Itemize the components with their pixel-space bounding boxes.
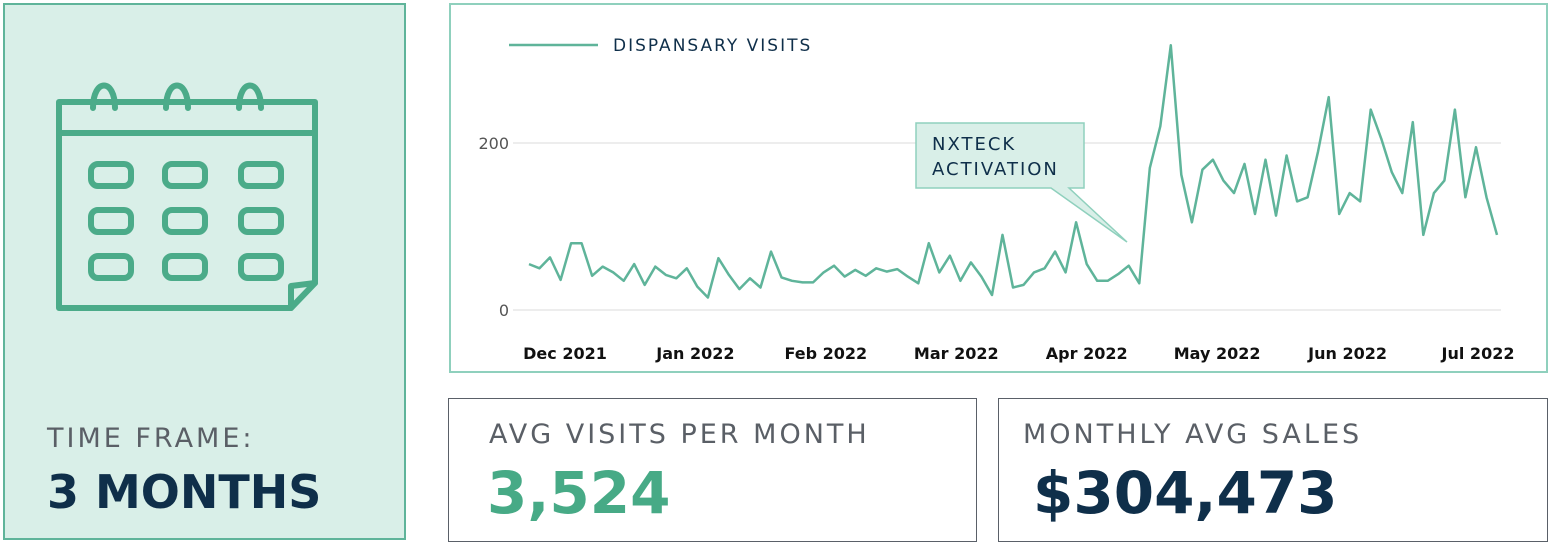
visits-chart: 0 200 Dec 2021 Jan 2022 Feb 2022 Mar 2022 Apr… xyxy=(449,3,1548,373)
x-tick-label: Jul 2022 xyxy=(1441,344,1515,363)
x-tick-label: Jan 2022 xyxy=(655,344,734,363)
legend-label: DISPANSARY VISITS xyxy=(613,36,812,56)
legend: DISPANSARY VISITS xyxy=(509,36,812,56)
x-tick-label: Apr 2022 xyxy=(1046,344,1128,363)
x-tick-label: Mar 2022 xyxy=(914,344,999,363)
annotation-line2: ACTIVATION xyxy=(932,159,1059,180)
annotation-line1: NXTECK xyxy=(932,134,1016,155)
x-tick-label: May 2022 xyxy=(1174,344,1261,363)
timeframe-label: TIME FRAME: xyxy=(47,423,255,454)
timeframe-panel: TIME FRAME: 3 MONTHS xyxy=(3,3,406,540)
x-tick-label: Feb 2022 xyxy=(785,344,868,363)
x-tick-label: Dec 2021 xyxy=(523,344,607,363)
annotation-callout: NXTECK ACTIVATION xyxy=(915,122,1128,243)
monthly-sales-card: MONTHLY AVG SALES $304,473 xyxy=(998,398,1548,542)
avg-visits-label: AVG VISITS PER MONTH xyxy=(489,419,870,450)
avg-visits-card: AVG VISITS PER MONTH 3,524 xyxy=(448,398,977,542)
x-tick-label: Jun 2022 xyxy=(1307,344,1387,363)
avg-visits-value: 3,524 xyxy=(487,459,671,527)
series-line xyxy=(528,44,1499,299)
y-tick-label: 200 xyxy=(478,134,509,153)
y-tick-label: 0 xyxy=(499,301,509,320)
timeframe-value: 3 MONTHS xyxy=(47,465,322,519)
chart-svg: 0 200 Dec 2021 Jan 2022 Feb 2022 Mar 2022 Apr… xyxy=(478,36,1515,363)
calendar-icon xyxy=(56,82,318,311)
monthly-sales-value: $304,473 xyxy=(1033,459,1338,527)
monthly-sales-label: MONTHLY AVG SALES xyxy=(1023,419,1363,450)
